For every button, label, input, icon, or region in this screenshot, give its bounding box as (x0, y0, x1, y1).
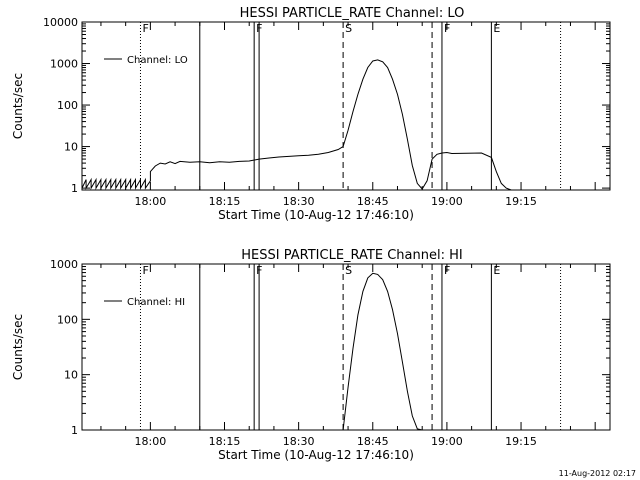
y-tick-label: 10 (64, 141, 78, 154)
event-marker-label: F (142, 264, 148, 277)
event-marker-label: E (493, 264, 500, 277)
x-axis-label: Start Time (10-Aug-12 17:46:10) (218, 208, 414, 222)
x-tick-label: 19:00 (431, 195, 463, 208)
x-tick-label: 18:45 (357, 435, 389, 448)
event-marker-label: F (444, 22, 450, 35)
y-tick-label: 1000 (50, 58, 78, 71)
plot-frame (81, 21, 611, 191)
x-tick-label: 18:30 (283, 195, 315, 208)
event-marker-label: F (444, 264, 450, 277)
x-axis-label: Start Time (10-Aug-12 17:46:10) (218, 448, 414, 462)
y-tick-label: 1 (71, 424, 78, 437)
y-tick-label: 1 (71, 182, 78, 195)
chart-title: HESSI PARTICLE_RATE Channel: HI (241, 248, 462, 263)
y-tick-label: 100 (57, 99, 78, 112)
event-marker-label: S (345, 22, 352, 35)
x-tick-label: 18:00 (135, 435, 167, 448)
y-tick-label: 100 (57, 313, 78, 326)
x-tick-label: 18:30 (283, 435, 315, 448)
footer-timestamp: 11-Aug-2012 02:17 (558, 469, 636, 478)
x-tick-label: 19:00 (431, 435, 463, 448)
y-tick-label: 10 (64, 369, 78, 382)
x-tick-label: 19:15 (505, 195, 537, 208)
x-tick-label: 18:00 (135, 195, 167, 208)
y-tick-label: 10000 (43, 16, 78, 29)
event-marker-label: S (345, 264, 352, 277)
plot-frame (81, 263, 611, 431)
chart-title: HESSI PARTICLE_RATE Channel: LO (240, 6, 465, 21)
x-tick-label: 18:15 (209, 435, 241, 448)
x-tick-label: 18:45 (357, 195, 389, 208)
x-tick-label: 19:15 (505, 435, 537, 448)
series-line (342, 272, 423, 431)
y-axis-label: Counts/sec (11, 73, 25, 139)
x-tick-label: 18:15 (209, 195, 241, 208)
y-tick-label: 1000 (50, 258, 78, 271)
event-marker-label: E (493, 22, 500, 35)
legend-label: Channel: LO (127, 55, 188, 66)
y-axis-label: Counts/sec (11, 314, 25, 380)
legend-label: Channel: HI (127, 297, 185, 308)
series-line (81, 59, 512, 191)
event-marker-label: F (142, 22, 148, 35)
